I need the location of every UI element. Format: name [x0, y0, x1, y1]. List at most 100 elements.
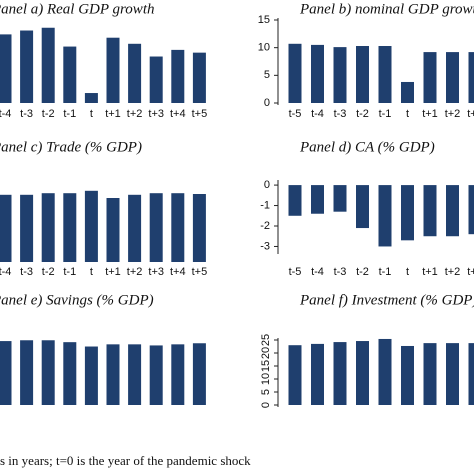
bar	[288, 185, 302, 216]
x-tick-label: t-4	[311, 266, 324, 278]
x-tick-label: t+1	[105, 108, 121, 120]
x-tick-label: t-1	[63, 108, 76, 120]
note: s in years; t=0 is the year of the pande…	[0, 453, 251, 468]
bar	[446, 343, 459, 405]
bar	[446, 185, 459, 237]
bar	[106, 344, 120, 405]
bar	[333, 47, 347, 103]
x-tick-label: t	[90, 108, 93, 120]
y-tick-label: -1	[260, 199, 270, 211]
x-tick-label: t-5	[289, 266, 302, 278]
x-tick-label: t+3	[148, 108, 164, 120]
bar	[401, 185, 414, 241]
x-tick-label: t+4	[170, 108, 186, 120]
x-tick-label: t+5	[192, 108, 208, 120]
bar	[468, 52, 474, 103]
bar	[192, 52, 206, 103]
bar	[171, 49, 185, 103]
x-tick-label: t-3	[20, 108, 33, 120]
panel-title: Panel a) Real GDP growth	[0, 1, 154, 17]
bar	[128, 344, 142, 405]
y-tick-label: 0	[264, 179, 270, 191]
bar	[356, 46, 369, 103]
x-tick-label: t+1	[422, 108, 438, 120]
bar	[171, 193, 185, 262]
x-tick-label: t-5	[289, 108, 302, 120]
bar	[106, 198, 120, 262]
x-tick-label: t-2	[42, 108, 55, 120]
y-tick-label: 25	[260, 334, 272, 346]
bar	[128, 43, 142, 103]
panel-title: Panel e) Savings (% GDP)	[0, 292, 154, 308]
x-tick-label: t-4	[0, 108, 11, 120]
bar	[20, 194, 34, 262]
bar	[84, 190, 98, 262]
bar	[63, 193, 77, 262]
bar	[311, 44, 324, 103]
x-tick-label: t+2	[445, 266, 461, 278]
bar	[84, 93, 98, 103]
x-tick-label: t-4	[0, 266, 11, 278]
bar	[41, 193, 55, 262]
bar	[333, 342, 347, 405]
y-tick-label: 15	[260, 360, 272, 372]
x-tick-label: t-2	[42, 266, 55, 278]
bar	[288, 43, 302, 103]
bar	[149, 56, 163, 103]
x-tick-label: t+2	[445, 108, 461, 120]
y-tick-label: -2	[260, 220, 270, 232]
x-tick-label: t+5	[192, 266, 208, 278]
bar	[401, 81, 414, 103]
bar	[378, 185, 392, 247]
bar	[0, 341, 12, 405]
bar	[106, 37, 120, 103]
panel-title: Panel b) nominal GDP growth	[299, 1, 474, 17]
bar	[149, 345, 163, 405]
y-tick-label: 20	[260, 347, 272, 359]
x-tick-label: t+3	[467, 108, 474, 120]
y-tick-label: 10	[260, 373, 272, 385]
x-tick-label: t-3	[334, 266, 347, 278]
x-tick-label: t-2	[356, 108, 369, 120]
x-tick-label: t	[406, 266, 409, 278]
x-tick-label: t-1	[63, 266, 76, 278]
x-tick-label: t+4	[170, 266, 186, 278]
y-tick-label: 5	[260, 389, 272, 395]
bar	[311, 185, 324, 214]
bar	[288, 345, 302, 405]
bar	[468, 343, 474, 405]
x-tick-label: t-3	[334, 108, 347, 120]
y-tick-label: 15	[258, 14, 270, 26]
bar	[171, 344, 185, 405]
bar	[311, 343, 324, 405]
bar	[20, 30, 34, 103]
bar	[20, 340, 34, 405]
x-tick-label: t-3	[20, 266, 33, 278]
bar	[378, 338, 392, 405]
x-tick-label: t-1	[379, 108, 392, 120]
bar	[401, 345, 414, 405]
y-tick-label: -3	[260, 240, 270, 252]
x-tick-label: t+1	[105, 266, 121, 278]
bar	[84, 346, 98, 405]
x-tick-label: t-1	[379, 266, 392, 278]
bar	[0, 34, 12, 103]
bar	[378, 46, 392, 103]
x-tick-label: t+2	[127, 108, 143, 120]
bar	[446, 52, 459, 103]
y-tick-label: 5	[264, 69, 270, 81]
bar	[41, 27, 55, 103]
bar	[63, 46, 77, 103]
panel-title: Panel c) Trade (% GDP)	[0, 139, 142, 155]
bar	[128, 194, 142, 262]
bar	[333, 185, 347, 212]
bar	[149, 193, 163, 262]
panel-title: Panel d) CA (% GDP)	[299, 139, 435, 155]
bar	[63, 342, 77, 405]
x-tick-label: t	[90, 266, 93, 278]
bar	[423, 185, 437, 237]
x-tick-label: t+1	[422, 266, 438, 278]
y-tick-label: 0	[260, 402, 272, 408]
bar	[356, 185, 369, 229]
